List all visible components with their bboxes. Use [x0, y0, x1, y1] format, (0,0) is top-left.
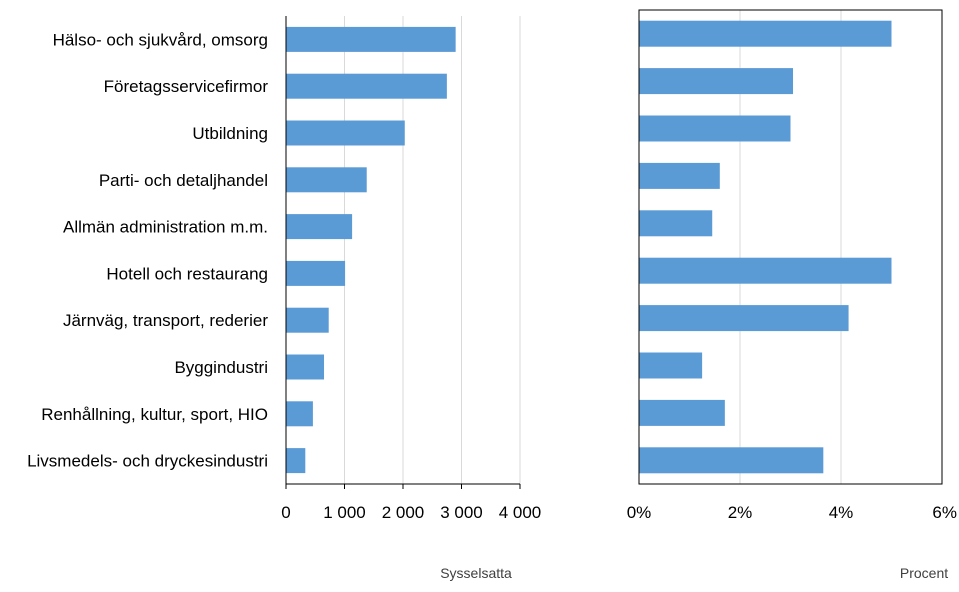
right-plot-frame: [638, 9, 943, 485]
right-bar-8: [639, 399, 725, 426]
left-tick-label-1: 1 000: [323, 503, 366, 522]
right-tick-label-1: 2%: [728, 503, 753, 522]
category-label-6: Järnväg, transport, rederier: [63, 311, 268, 330]
category-label-2: Utbildning: [192, 124, 268, 143]
right-bar-3: [639, 162, 720, 189]
right-bar-1: [639, 68, 794, 95]
left-bar-2: [286, 120, 405, 146]
left-bar-5: [286, 260, 346, 286]
category-label-5: Hotell och restaurang: [106, 264, 268, 283]
left-chart-panel: Hälso- och sjukvård, omsorg Företagsservi…: [27, 16, 541, 581]
category-label-4: Allmän administration m.m.: [63, 218, 268, 237]
left-tick-label-3: 3 000: [440, 503, 483, 522]
right-bar-0: [639, 20, 892, 47]
right-tick-label-0: 0%: [627, 503, 652, 522]
category-label-9: Livsmedels- och dryckesindustri: [27, 452, 268, 471]
category-label-1: Företagsservicefirmor: [104, 77, 269, 96]
left-bar-7: [286, 354, 325, 380]
category-label-8: Renhållning, kultur, sport, HIO: [41, 405, 268, 424]
left-tick-label-0: 0: [281, 503, 290, 522]
left-bar-9: [286, 448, 306, 474]
right-bar-7: [639, 352, 703, 379]
right-bar-4: [639, 210, 713, 237]
left-bar-8: [286, 401, 313, 427]
category-label-3: Parti- och detaljhandel: [99, 171, 268, 190]
left-bar-4: [286, 214, 353, 240]
right-bar-6: [639, 305, 849, 332]
right-axis-title: Procent: [900, 565, 948, 581]
right-bar-2: [639, 115, 791, 142]
right-bar-9: [639, 447, 824, 474]
left-tick-label-2: 2 000: [382, 503, 425, 522]
category-label-0: Hälso- och sjukvård, omsorg: [53, 30, 268, 49]
left-bar-6: [286, 307, 329, 333]
right-tick-label-3: 6%: [932, 503, 957, 522]
left-bar-1: [286, 73, 447, 99]
right-bar-5: [639, 257, 892, 284]
category-label-7: Byggindustri: [174, 358, 268, 377]
left-axis-title: Sysselsatta: [440, 565, 512, 581]
left-tick-label-4: 4 000: [499, 503, 542, 522]
left-bar-3: [286, 167, 367, 193]
right-chart-panel: 0% 2% 4% 6% Procent: [627, 9, 957, 581]
right-tick-label-2: 4%: [829, 503, 854, 522]
left-bar-0: [286, 26, 456, 52]
